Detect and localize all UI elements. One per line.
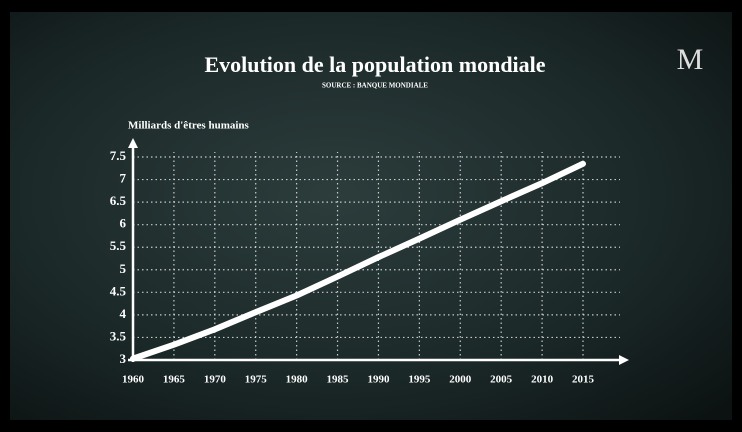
y-tick-label: 7 — [120, 171, 127, 186]
y-tick-label: 5 — [120, 261, 127, 276]
x-tick-label: 2000 — [449, 374, 472, 386]
y-tick-label: 6.5 — [110, 193, 127, 208]
y-tick-label: 3 — [120, 351, 127, 366]
x-tick-label: 1980 — [286, 374, 309, 386]
x-tick-label: 1975 — [245, 374, 268, 386]
x-tick-label: 2005 — [490, 374, 513, 386]
x-tick-label: 1965 — [163, 374, 186, 386]
x-tick-label: 1960 — [122, 374, 145, 386]
video-frame — [10, 12, 732, 420]
y-tick-label: 6 — [120, 216, 127, 231]
y-tick-label: 7.5 — [110, 148, 127, 163]
y-tick-label: 3.5 — [110, 328, 127, 343]
y-tick-label: 4.5 — [110, 283, 127, 298]
chart-title: Evolution de la population mondiale — [204, 52, 545, 77]
y-tick-label: 5.5 — [110, 238, 127, 253]
chart-subtitle: SOURCE : BANQUE MONDIALE — [322, 82, 428, 90]
x-tick-label: 1990 — [367, 374, 390, 386]
data-line — [130, 160, 586, 362]
y-tick-label: 4 — [120, 306, 127, 321]
x-tick-label: 2015 — [572, 374, 595, 386]
x-tick-label: 1970 — [204, 374, 227, 386]
x-tick-label: 2010 — [531, 374, 554, 386]
logo: M — [677, 43, 704, 76]
x-tick-label: 1985 — [327, 374, 350, 386]
x-tick-label: 1995 — [408, 374, 431, 386]
y-axis-label: Milliards d'êtres humains — [128, 120, 250, 132]
